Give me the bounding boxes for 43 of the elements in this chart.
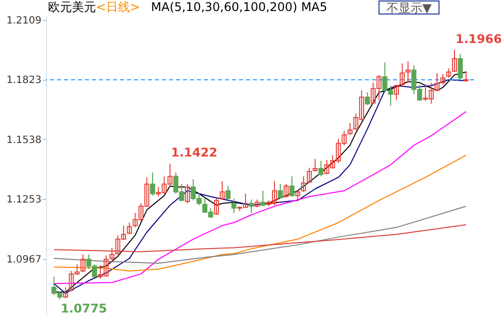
candlestick: [80, 254, 86, 273]
candlestick: [248, 199, 254, 214]
y-tick-label: 1.0967: [6, 254, 42, 266]
candlestick: [400, 62, 405, 86]
candlestick: [301, 176, 306, 192]
candlestick: [347, 122, 352, 136]
candlestick: [394, 84, 399, 101]
text: MA(5,10,30,60,100,200) MA5: [151, 0, 328, 14]
candlestick: [260, 190, 266, 207]
candlestick: [109, 247, 114, 261]
candlestick: [278, 184, 283, 200]
annotation: 1.1966: [455, 32, 501, 46]
y-tick-label: 1.1538: [6, 134, 42, 146]
candlestick: [452, 49, 457, 72]
y-tick-label: 1.1253: [6, 194, 42, 206]
candlestick: [464, 70, 469, 82]
candlestick: [458, 53, 463, 80]
annotation: 1.1422: [171, 146, 218, 160]
candlestick: [406, 60, 411, 84]
candlestick: [63, 286, 68, 299]
candlestick: [220, 180, 225, 200]
candlestick: [440, 73, 446, 86]
candlestick: [284, 184, 289, 198]
annotation: 1.0775: [60, 301, 108, 316]
chart-subtitle: <日线>: [96, 0, 140, 14]
candlestick: [150, 172, 156, 196]
y-tick-label: 1.2109: [6, 15, 42, 26]
line-series: [53, 224, 467, 252]
candlestick: [231, 198, 236, 214]
candlestick: [214, 198, 219, 216]
line-series: [53, 111, 467, 284]
candlestick: [289, 176, 294, 198]
y-tick-label: 1.1823: [6, 75, 42, 86]
candlestick: [318, 160, 324, 177]
candlestick: [312, 158, 318, 172]
candlestick: [306, 167, 312, 184]
chart-title: 欧元美元: [48, 0, 96, 14]
candlestick: [226, 185, 231, 200]
candlestick: [446, 68, 452, 78]
candlestick: [184, 184, 190, 204]
candlestick: [364, 92, 370, 106]
candlestick: [126, 222, 132, 235]
text: 不显示▼: [386, 1, 432, 15]
